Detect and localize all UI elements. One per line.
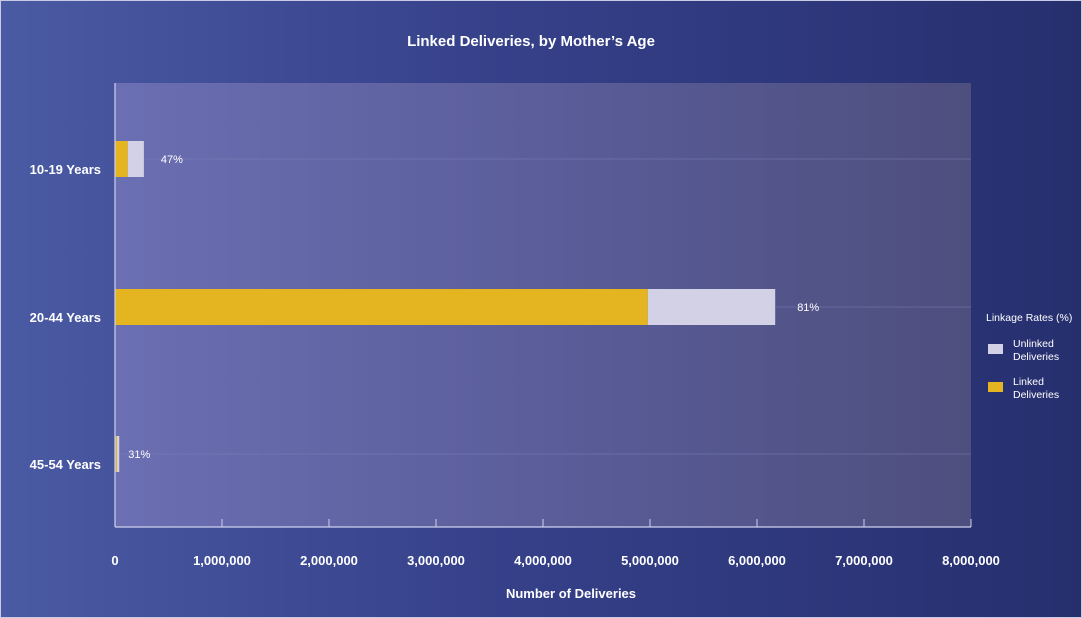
x-axis-title: Number of Deliveries (506, 586, 636, 601)
bar-unlinked (647, 289, 776, 325)
x-tick-label: 4,000,000 (514, 553, 572, 568)
x-tick-label: 5,000,000 (621, 553, 679, 568)
x-tick-label: 0 (111, 553, 118, 568)
bar-unlinked (127, 141, 144, 177)
legend-label: Deliveries (1013, 389, 1059, 401)
legend: Linkage Rates (%) UnlinkedDeliveriesLink… (986, 312, 1072, 401)
x-tick-label: 3,000,000 (407, 553, 465, 568)
data-label: 47% (161, 154, 183, 166)
legend-label: Unlinked (1013, 338, 1054, 350)
x-tick-label: 6,000,000 (728, 553, 786, 568)
x-tick-label: 8,000,000 (942, 553, 1000, 568)
bar-linked (115, 141, 128, 177)
bar-linked (115, 289, 648, 325)
category-label: 10-19 Years (30, 162, 101, 177)
legend-swatch (988, 382, 1003, 392)
axes: 0 1,000,000 2,000,000 3,000,000 4,000,000 5,0… (30, 83, 1000, 568)
x-tick-label: 1,000,000 (193, 553, 251, 568)
legend-label: Linked (1013, 376, 1044, 388)
legend-swatch (988, 344, 1003, 354)
legend-title: Linkage Rates (%) (986, 312, 1072, 324)
bar-linked (115, 436, 117, 472)
category-label: 45-54 Years (30, 457, 101, 472)
bars: 47% 81% 31% (115, 141, 819, 472)
bar-unlinked (116, 436, 120, 472)
x-tick-label: 2,000,000 (300, 553, 358, 568)
chart-title: Linked Deliveries, by Mother’s Age (407, 33, 655, 50)
data-label: 31% (128, 449, 150, 461)
x-tick-label: 7,000,000 (835, 553, 893, 568)
category-label: 20-44 Years (30, 310, 101, 325)
legend-label: Deliveries (1013, 351, 1059, 363)
data-label: 81% (797, 302, 819, 314)
